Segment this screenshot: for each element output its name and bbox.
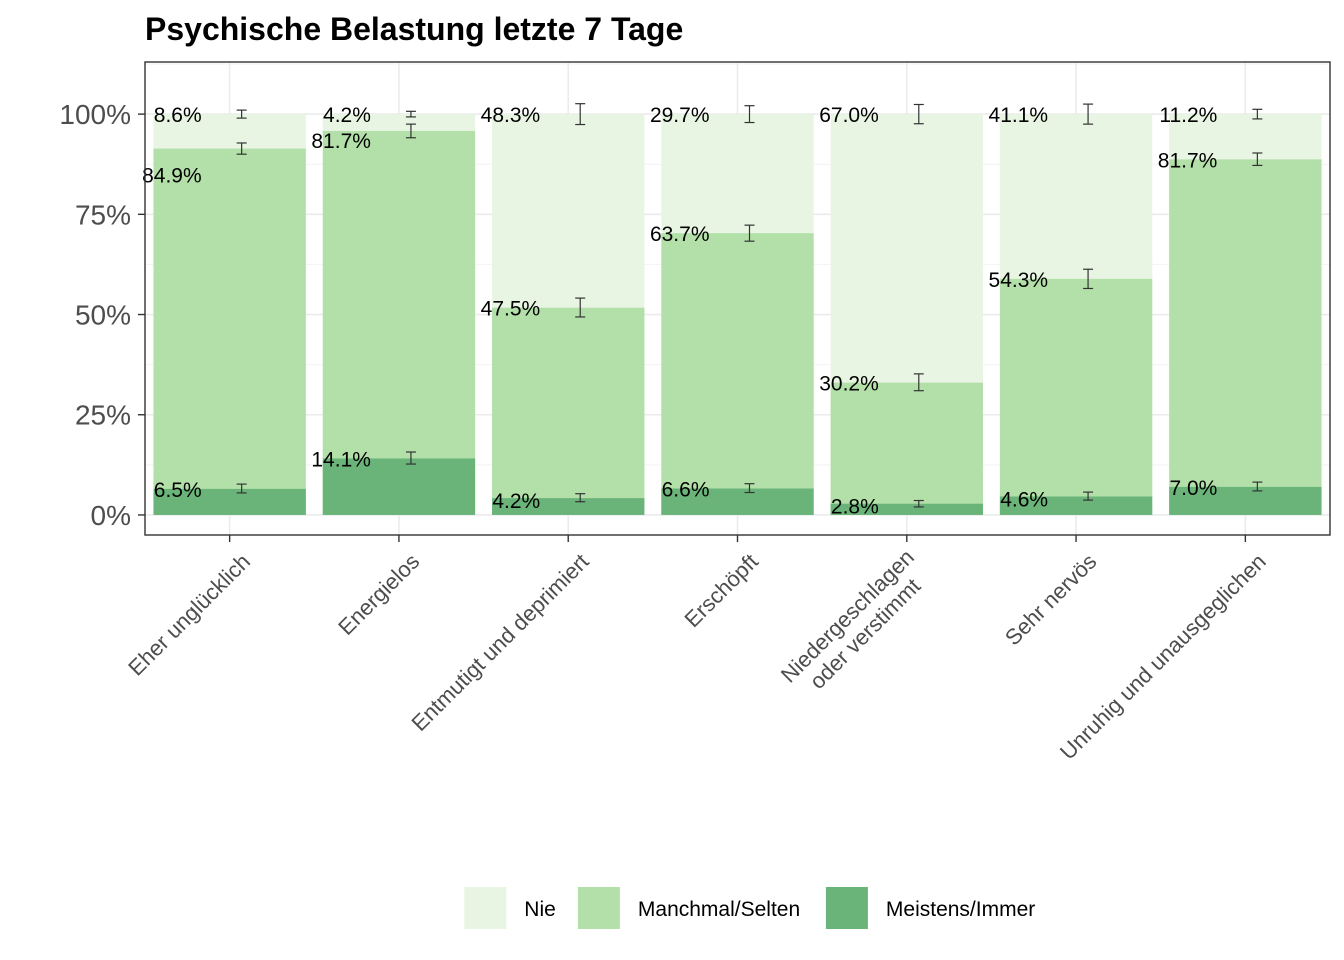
data-label: 7.0% [1169, 477, 1217, 500]
bar-manchmal-selten [492, 307, 645, 515]
legend-label: Meistens/Immer [886, 898, 1035, 921]
legend: Nie Manchmal/Selten Meistens/Immer [464, 887, 1035, 929]
error-bar [744, 483, 755, 494]
legend-key [464, 887, 507, 929]
error-bar [405, 451, 416, 465]
bar-meistens-immer [153, 488, 306, 515]
data-label: 84.9% [142, 165, 202, 188]
error-bar [575, 493, 586, 503]
data-label: 81.7% [1158, 149, 1218, 172]
data-label: 8.6% [154, 104, 202, 127]
bar-meistens-immer [830, 503, 983, 515]
error-bar [744, 105, 755, 124]
data-label: 29.7% [650, 104, 710, 127]
y-tick-label: 50% [75, 300, 131, 331]
error-bar [236, 142, 247, 155]
data-label: 4.6% [1000, 489, 1048, 512]
bar-manchmal-selten [322, 130, 476, 515]
data-label: 14.1% [311, 448, 371, 471]
bar-meistens-immer [1169, 486, 1322, 515]
error-bar [913, 373, 924, 392]
y-tick-label: 100% [59, 99, 131, 130]
chart-title: Psychische Belastung letzte 7 Tage [145, 11, 683, 47]
data-label: 41.1% [989, 104, 1049, 127]
data-label: 30.2% [819, 373, 879, 396]
error-bar [1083, 491, 1094, 501]
legend-label: Manchmal/Selten [638, 898, 800, 921]
legend-key [825, 887, 868, 929]
y-tick-label: 25% [75, 400, 131, 431]
error-bar [1252, 481, 1263, 492]
error-bar [913, 103, 924, 125]
data-label: 2.8% [831, 496, 879, 519]
error-bar [913, 499, 924, 508]
data-label: 6.5% [154, 479, 202, 502]
error-bar [236, 109, 247, 119]
data-label: 4.2% [492, 490, 540, 513]
data-label: 48.3% [481, 104, 541, 127]
bar-manchmal-selten [661, 233, 814, 515]
error-bar [744, 224, 755, 242]
data-label: 47.5% [481, 298, 541, 321]
data-label: 6.6% [662, 479, 710, 502]
data-label: 54.3% [989, 269, 1049, 292]
data-label: 63.7% [650, 223, 710, 246]
legend-key [577, 887, 620, 929]
y-tick-label: 75% [75, 199, 131, 230]
bar-meistens-immer [492, 498, 645, 515]
y-tick-label: 0% [91, 500, 131, 531]
error-bar [1083, 103, 1094, 125]
bar-meistens-immer [999, 496, 1153, 515]
error-bar [1252, 152, 1263, 167]
bar-manchmal-selten [1169, 159, 1322, 515]
error-bar [575, 103, 586, 126]
error-bar [405, 123, 416, 139]
plot-panel: 8.6% 4.2% 48.3% 29.7% 67.0% 41.1% 11.2% 84.9% 81… [59, 61, 1331, 765]
error-bar [405, 110, 416, 118]
bar-meistens-immer [661, 488, 814, 515]
data-label: 81.7% [311, 130, 371, 153]
error-bar [1252, 108, 1263, 120]
error-bar [575, 297, 586, 318]
bar-manchmal-selten [999, 278, 1153, 515]
bar-manchmal-selten [153, 148, 306, 515]
data-label: 11.2% [1159, 104, 1217, 127]
data-label: 4.2% [323, 104, 371, 127]
error-bar [236, 483, 247, 494]
bar-manchmal-selten [830, 382, 983, 515]
legend-label: Nie [524, 898, 556, 921]
bar-meistens-immer [322, 458, 476, 515]
data-label: 67.0% [819, 104, 879, 127]
error-bar [1083, 268, 1094, 290]
